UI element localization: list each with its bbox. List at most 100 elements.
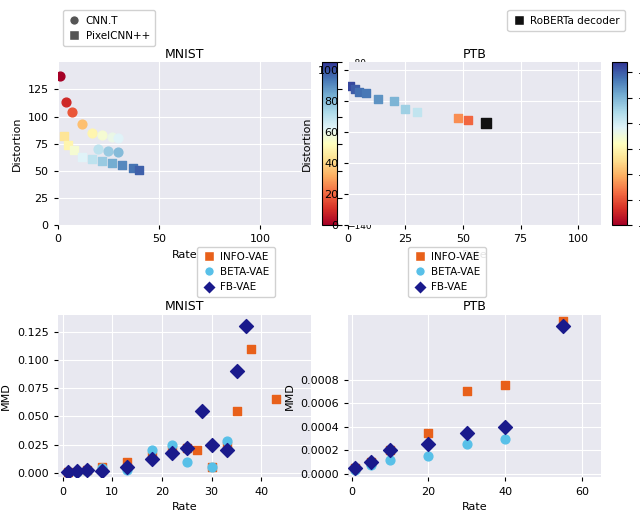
Point [103,147,113,156]
Point [67,108,77,116]
Point [59,132,69,140]
Point [400,105,410,113]
Title: PTB: PTB [463,48,486,61]
Point [361,89,371,98]
Point [97,131,108,139]
Y-axis label: Distortion: Distortion [12,116,22,171]
Point [365,458,376,466]
Point [117,161,127,170]
Point [221,437,232,445]
Point [232,406,242,415]
X-axis label: Rate: Rate [172,502,197,512]
Point [147,446,157,455]
Point [557,317,568,325]
Point [77,120,87,128]
Point [147,452,157,460]
Point [423,452,433,460]
Point [61,98,71,106]
Title: MNIST: MNIST [164,301,204,313]
Point [122,466,132,474]
Point [500,422,510,431]
Point [72,468,83,476]
Point [83,466,93,474]
X-axis label: Rate: Rate [461,502,487,512]
Point [167,446,177,455]
Point [182,457,192,466]
X-axis label: Rate: Rate [172,250,197,260]
Point [54,72,65,80]
Point [412,108,422,116]
Point [463,116,473,124]
Legend: RoBERTa decoder: RoBERTa decoder [508,10,625,31]
Point [385,446,395,455]
Point [461,440,472,448]
X-axis label: Rate: Rate [461,250,487,260]
Point [134,166,144,174]
Point [350,466,360,474]
Point [63,468,73,476]
Point [354,88,364,96]
Point [207,463,217,471]
Point [461,429,472,437]
Point [87,129,97,137]
Point [113,148,124,157]
Point [87,155,97,163]
Point [83,466,93,474]
Y-axis label: Distortion: Distortion [302,116,312,171]
Point [167,441,177,449]
Point [182,444,192,452]
Point [500,434,510,443]
Point [147,455,157,463]
Point [63,141,73,149]
Point [191,446,202,455]
Point [108,133,118,141]
Point [557,322,568,331]
Point [127,163,138,172]
Legend: CNN.T, PixelCNN++: CNN.T, PixelCNN++ [63,10,155,46]
Point [365,458,376,466]
Point [167,448,177,457]
Point [365,460,376,469]
Legend: INFO-VAE, BETA-VAE, FB-VAE: INFO-VAE, BETA-VAE, FB-VAE [408,247,486,297]
Point [385,456,395,464]
Point [113,134,124,142]
Point [385,446,395,455]
Point [77,153,87,161]
Title: PTB: PTB [463,301,486,313]
Point [271,395,282,404]
Point [97,465,108,473]
Point [349,85,360,93]
Point [481,119,491,127]
Point [97,157,108,165]
Point [72,467,83,475]
Point [97,467,108,475]
Point [196,406,207,415]
Point [182,444,192,452]
Point [97,463,108,471]
Point [350,464,360,472]
Point [93,145,103,153]
Point [122,463,132,471]
Legend: INFO-VAE, BETA-VAE, FB-VAE: INFO-VAE, BETA-VAE, FB-VAE [197,247,275,297]
Point [372,95,383,104]
Point [461,387,472,395]
Point [423,440,433,448]
Point [63,468,73,476]
Point [221,446,232,455]
Y-axis label: MMD: MMD [284,382,294,410]
Point [453,114,463,122]
Point [108,159,118,168]
Point [207,441,217,449]
Point [345,81,355,90]
Point [68,146,79,154]
Title: MNIST: MNIST [164,48,204,61]
Point [423,429,433,437]
Point [122,457,132,466]
Point [241,322,252,330]
Point [350,464,360,472]
Point [83,467,93,475]
Point [232,367,242,375]
Point [500,381,510,390]
Point [388,97,399,105]
Point [246,345,257,353]
